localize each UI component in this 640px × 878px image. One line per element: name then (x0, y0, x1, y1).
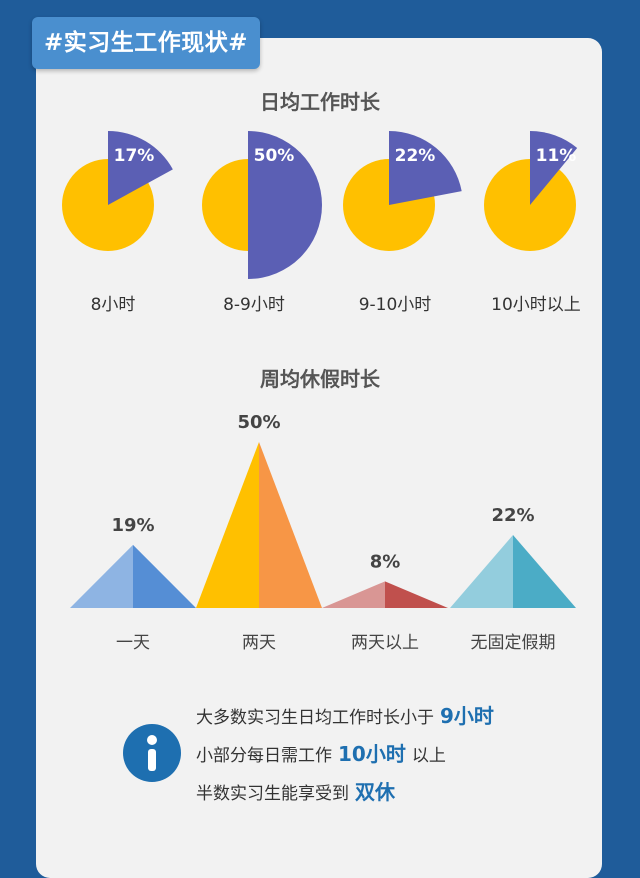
pie-value-label-3: 22% (395, 146, 436, 166)
weekly-rest-mountain-chart: 19% 50% 8% 22% (70, 412, 576, 608)
pie-category-label-4: 10小时以上 (491, 295, 581, 315)
pie-slice-2 (248, 131, 322, 279)
daily-hours-title: 日均工作时长 (260, 90, 380, 114)
mountain-category-label-3: 两天以上 (351, 633, 419, 653)
mountain-value-label-1: 19% (111, 515, 154, 536)
pie-slice-3 (389, 131, 462, 205)
mountain-value-label-4: 22% (491, 505, 534, 526)
mountain-right-4 (513, 535, 576, 608)
pie-value-label-2: 50% (254, 146, 295, 166)
mountain-left-3 (322, 581, 385, 608)
mountain-left-1 (70, 544, 133, 608)
pie-value-label-1: 17% (114, 146, 155, 166)
mountain-left-2 (196, 442, 259, 608)
summary-line-3: 半数实习生能享受到 双休 (196, 780, 395, 804)
mountain-left-4 (450, 535, 513, 608)
header-badge: #实习生工作现状# (32, 17, 260, 69)
mountain-right-3 (385, 581, 448, 608)
mountain-value-label-2: 50% (237, 412, 280, 433)
summary-line-2: 小部分每日需工作 10小时 以上 (196, 742, 446, 766)
pie-category-label-1: 8小时 (90, 295, 136, 315)
pie-value-label-4: 11% (536, 146, 577, 166)
mountain-right-2 (259, 442, 322, 608)
mountain-category-label-1: 一天 (116, 633, 150, 653)
summary-line-1: 大多数实习生日均工作时长小于 9小时 (196, 704, 494, 728)
charts-canvas: 17% 50% 22% 11% 19% 50% 8% 22% (62, 131, 578, 608)
mountain-right-1 (133, 544, 196, 608)
mountain-category-label-4: 无固定假期 (470, 633, 556, 653)
pie-slice-4 (530, 131, 578, 205)
weekly-rest-title: 周均休假时长 (260, 367, 380, 391)
mountain-category-label-2: 两天 (242, 633, 276, 653)
pie-category-label-2: 8-9小时 (223, 295, 285, 315)
pie-category-label-3: 9-10小时 (358, 295, 432, 315)
info-icon (123, 724, 181, 782)
daily-hours-pie-charts: 17% 50% 22% 11% (62, 131, 578, 279)
mountain-value-label-3: 8% (370, 551, 401, 572)
pie-slice-1 (108, 131, 173, 205)
